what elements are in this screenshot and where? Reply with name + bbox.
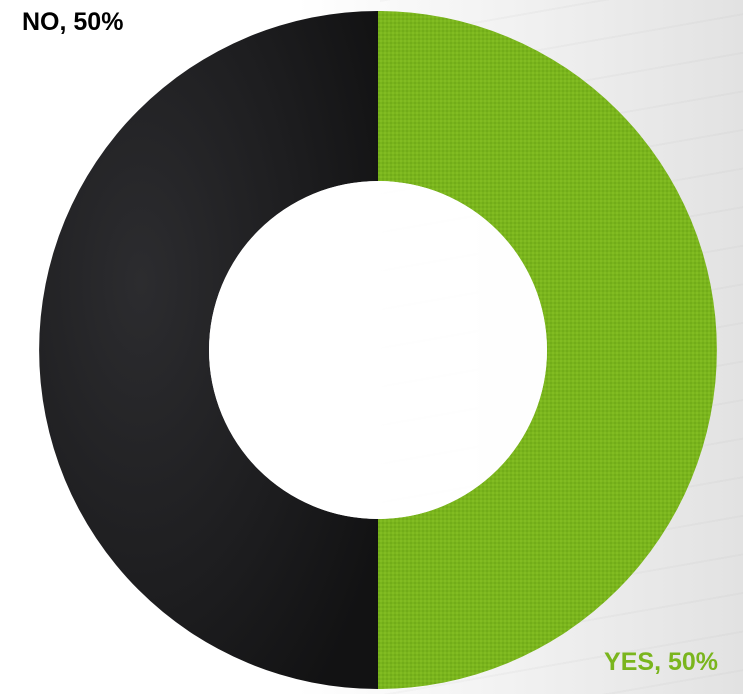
donut-hole bbox=[209, 181, 547, 519]
donut-slices bbox=[39, 11, 717, 689]
slice-no bbox=[39, 11, 378, 689]
slice-yes bbox=[378, 11, 717, 689]
slice-label-yes: YES, 50% bbox=[604, 648, 718, 676]
slice-label-no: NO, 50% bbox=[22, 8, 124, 36]
